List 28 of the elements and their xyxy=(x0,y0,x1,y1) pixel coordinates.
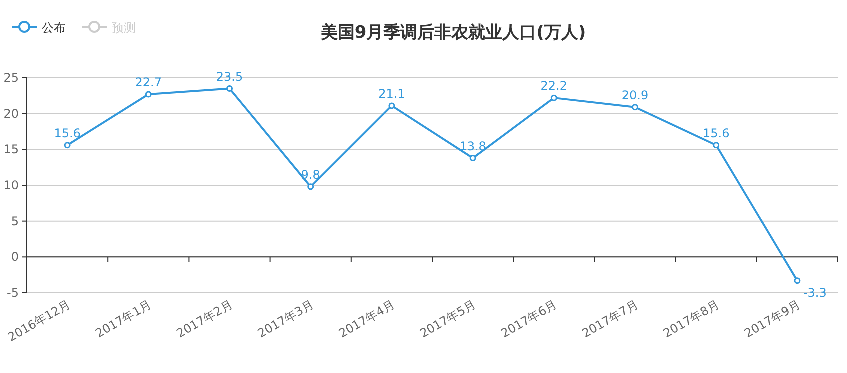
point xyxy=(713,142,720,149)
data-label: -3.3 xyxy=(803,286,827,300)
point xyxy=(632,104,638,111)
y-tick-label: 10 xyxy=(4,178,19,192)
data-label: 15.6 xyxy=(54,126,81,140)
point xyxy=(64,142,71,149)
data-label: 23.5 xyxy=(216,70,244,84)
data-label: 9.8 xyxy=(301,168,320,182)
y-tick-label: 25 xyxy=(4,71,19,85)
data-label: 22.2 xyxy=(540,79,568,94)
data-label: 22.7 xyxy=(135,75,162,90)
chart-title: 美国9月季调后非农就业人口(万人) xyxy=(320,23,586,43)
point xyxy=(145,91,152,98)
data-label: 15.6 xyxy=(702,126,730,140)
y-tick-label: 20 xyxy=(4,106,19,121)
point xyxy=(308,184,314,190)
y-tick-label: -5 xyxy=(7,286,19,300)
point xyxy=(388,102,396,110)
point xyxy=(226,86,233,92)
data-label: 20.9 xyxy=(622,88,649,102)
point xyxy=(794,278,801,284)
legend-label: 公布 xyxy=(42,21,66,35)
data-label: 21.1 xyxy=(378,86,406,101)
point xyxy=(470,155,476,162)
y-tick-label: 0 xyxy=(11,250,19,264)
y-tick-label: 15 xyxy=(4,142,19,157)
point xyxy=(550,94,558,102)
y-tick-label: 5 xyxy=(11,214,19,228)
